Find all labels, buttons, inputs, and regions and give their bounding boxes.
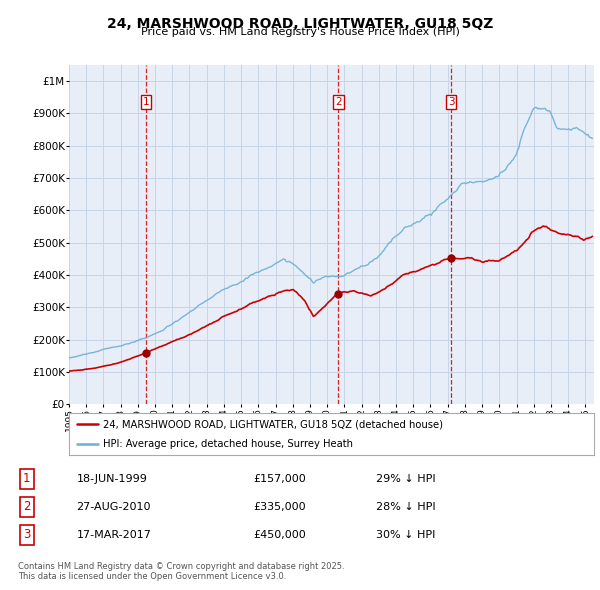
Text: 24, MARSHWOOD ROAD, LIGHTWATER, GU18 5QZ: 24, MARSHWOOD ROAD, LIGHTWATER, GU18 5QZ xyxy=(107,17,493,31)
Text: Price paid vs. HM Land Registry's House Price Index (HPI): Price paid vs. HM Land Registry's House … xyxy=(140,27,460,37)
Text: 24, MARSHWOOD ROAD, LIGHTWATER, GU18 5QZ (detached house): 24, MARSHWOOD ROAD, LIGHTWATER, GU18 5QZ… xyxy=(103,419,443,430)
Text: 3: 3 xyxy=(448,97,455,107)
Text: HPI: Average price, detached house, Surrey Heath: HPI: Average price, detached house, Surr… xyxy=(103,439,353,449)
Text: 3: 3 xyxy=(23,528,30,541)
Text: 2: 2 xyxy=(335,97,341,107)
Text: 30% ↓ HPI: 30% ↓ HPI xyxy=(376,530,436,540)
Text: 2: 2 xyxy=(23,500,31,513)
Text: 1: 1 xyxy=(23,473,31,486)
Text: Contains HM Land Registry data © Crown copyright and database right 2025.
This d: Contains HM Land Registry data © Crown c… xyxy=(18,562,344,581)
Text: 28% ↓ HPI: 28% ↓ HPI xyxy=(376,502,436,512)
Text: 17-MAR-2017: 17-MAR-2017 xyxy=(77,530,151,540)
Text: 29% ↓ HPI: 29% ↓ HPI xyxy=(376,474,436,484)
Text: £335,000: £335,000 xyxy=(253,502,305,512)
Text: £157,000: £157,000 xyxy=(253,474,306,484)
Text: 27-AUG-2010: 27-AUG-2010 xyxy=(77,502,151,512)
Text: £450,000: £450,000 xyxy=(253,530,306,540)
Text: 18-JUN-1999: 18-JUN-1999 xyxy=(77,474,148,484)
Text: 1: 1 xyxy=(142,97,149,107)
